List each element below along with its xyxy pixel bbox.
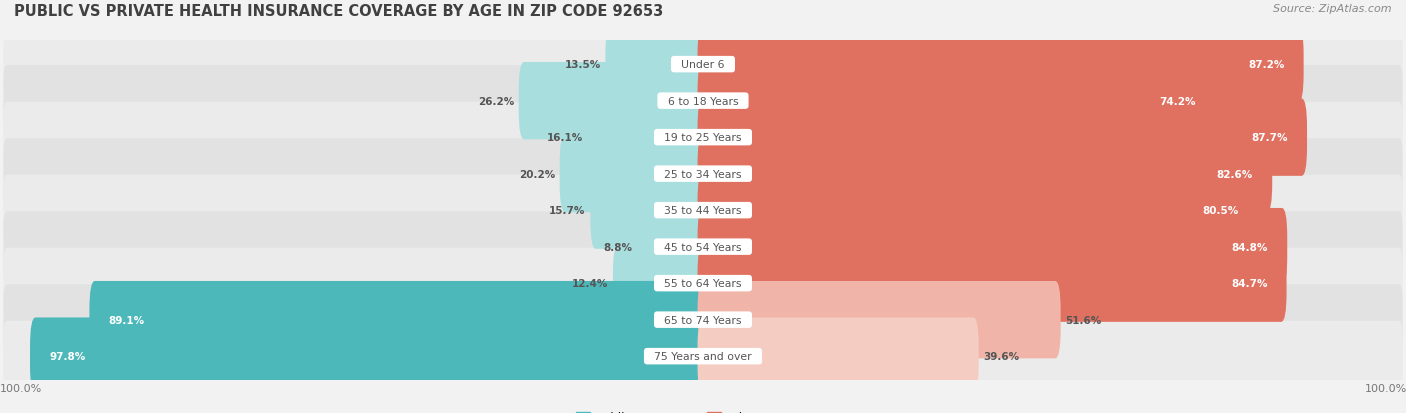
Text: 16.1%: 16.1% (547, 133, 583, 143)
FancyBboxPatch shape (519, 63, 709, 140)
Text: 6 to 18 Years: 6 to 18 Years (661, 96, 745, 107)
Text: 35 to 44 Years: 35 to 44 Years (657, 206, 749, 216)
FancyBboxPatch shape (3, 321, 1403, 392)
Text: 89.1%: 89.1% (108, 315, 145, 325)
Text: 12.4%: 12.4% (572, 278, 609, 288)
Text: 15.7%: 15.7% (550, 206, 586, 216)
FancyBboxPatch shape (3, 285, 1403, 356)
Text: 45 to 54 Years: 45 to 54 Years (657, 242, 749, 252)
Text: Under 6: Under 6 (675, 60, 731, 70)
FancyBboxPatch shape (697, 172, 1258, 249)
Text: 20.2%: 20.2% (519, 169, 555, 179)
FancyBboxPatch shape (3, 248, 1403, 319)
Text: 8.8%: 8.8% (603, 242, 633, 252)
Text: PUBLIC VS PRIVATE HEALTH INSURANCE COVERAGE BY AGE IN ZIP CODE 92653: PUBLIC VS PRIVATE HEALTH INSURANCE COVER… (14, 4, 664, 19)
Text: 75 Years and over: 75 Years and over (647, 351, 759, 361)
Text: 84.8%: 84.8% (1232, 242, 1268, 252)
FancyBboxPatch shape (90, 281, 709, 358)
FancyBboxPatch shape (697, 26, 1303, 104)
FancyBboxPatch shape (697, 135, 1272, 213)
Text: 80.5%: 80.5% (1202, 206, 1239, 216)
FancyBboxPatch shape (697, 245, 1286, 322)
Text: 19 to 25 Years: 19 to 25 Years (657, 133, 749, 143)
FancyBboxPatch shape (588, 99, 709, 176)
Text: 55 to 64 Years: 55 to 64 Years (657, 278, 749, 288)
FancyBboxPatch shape (697, 318, 979, 395)
Text: 87.7%: 87.7% (1251, 133, 1288, 143)
Text: 84.7%: 84.7% (1230, 278, 1267, 288)
Legend: Public Insurance, Private Insurance: Public Insurance, Private Insurance (571, 406, 835, 413)
Text: 13.5%: 13.5% (564, 60, 600, 70)
FancyBboxPatch shape (637, 209, 709, 286)
Text: 26.2%: 26.2% (478, 96, 515, 107)
FancyBboxPatch shape (3, 30, 1403, 101)
FancyBboxPatch shape (606, 26, 709, 104)
Text: 82.6%: 82.6% (1216, 169, 1253, 179)
FancyBboxPatch shape (3, 175, 1403, 246)
Text: 65 to 74 Years: 65 to 74 Years (657, 315, 749, 325)
FancyBboxPatch shape (613, 245, 709, 322)
FancyBboxPatch shape (697, 281, 1060, 358)
FancyBboxPatch shape (697, 63, 1215, 140)
FancyBboxPatch shape (3, 139, 1403, 210)
FancyBboxPatch shape (3, 102, 1403, 173)
Text: 74.2%: 74.2% (1160, 96, 1195, 107)
FancyBboxPatch shape (560, 135, 709, 213)
Text: 87.2%: 87.2% (1249, 60, 1285, 70)
Text: 51.6%: 51.6% (1066, 315, 1102, 325)
FancyBboxPatch shape (697, 99, 1308, 176)
FancyBboxPatch shape (3, 66, 1403, 137)
FancyBboxPatch shape (591, 172, 709, 249)
FancyBboxPatch shape (697, 209, 1288, 286)
Text: 97.8%: 97.8% (49, 351, 86, 361)
FancyBboxPatch shape (3, 212, 1403, 283)
Text: 25 to 34 Years: 25 to 34 Years (657, 169, 749, 179)
Text: 39.6%: 39.6% (984, 351, 1019, 361)
Text: Source: ZipAtlas.com: Source: ZipAtlas.com (1274, 4, 1392, 14)
FancyBboxPatch shape (30, 318, 709, 395)
